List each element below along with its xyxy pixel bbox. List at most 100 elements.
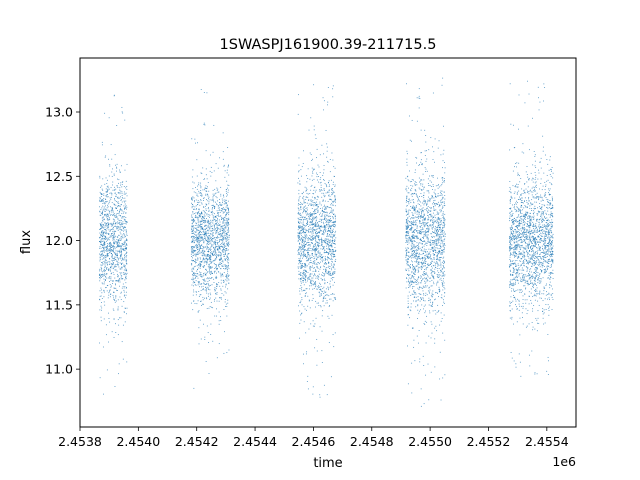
data-point [109, 230, 111, 232]
data-point [325, 218, 327, 220]
data-point [214, 241, 216, 243]
data-point [438, 250, 440, 252]
data-point [101, 255, 103, 257]
data-point [105, 259, 107, 261]
data-point [435, 313, 437, 315]
data-point [107, 214, 108, 216]
data-point [113, 336, 115, 338]
data-point [226, 255, 228, 257]
data-point [227, 302, 229, 304]
data-point [425, 252, 427, 253]
data-point [202, 258, 204, 259]
data-point [297, 235, 299, 237]
data-point [106, 190, 108, 192]
data-point [327, 229, 329, 231]
data-point [203, 122, 205, 124]
data-point [327, 238, 329, 240]
data-point [427, 218, 429, 220]
data-point [123, 205, 125, 207]
data-point [303, 217, 305, 219]
data-point [123, 287, 125, 289]
data-point [207, 247, 209, 248]
data-point [323, 190, 325, 191]
data-point [225, 219, 227, 221]
data-point [302, 271, 304, 273]
data-point [194, 138, 196, 140]
data-point [101, 240, 103, 242]
data-point [310, 275, 312, 277]
data-point [433, 245, 435, 247]
data-point [126, 195, 128, 197]
data-point [221, 293, 223, 294]
data-point [203, 92, 205, 93]
data-point [316, 245, 318, 247]
data-point [298, 171, 300, 173]
data-point [217, 249, 219, 251]
data-point [117, 228, 118, 230]
data-point [106, 244, 108, 246]
data-point [309, 268, 311, 270]
data-point [102, 346, 104, 348]
data-point [301, 299, 303, 301]
data-point [411, 221, 412, 223]
data-point [118, 244, 120, 246]
data-point [299, 225, 301, 227]
data-point [214, 249, 216, 251]
data-point [314, 347, 316, 349]
data-point [191, 229, 193, 230]
data-point [201, 244, 202, 246]
data-point [411, 281, 413, 283]
data-point [115, 253, 117, 255]
data-point [413, 240, 415, 242]
data-point [107, 196, 109, 198]
data-point [408, 115, 410, 117]
data-point [119, 238, 121, 239]
data-point [217, 284, 219, 286]
data-point [201, 220, 203, 222]
data-point [215, 242, 217, 243]
data-point [302, 242, 303, 243]
data-point [203, 222, 205, 224]
data-point [228, 228, 229, 230]
data-point [118, 203, 120, 204]
data-point [327, 259, 329, 261]
data-point [416, 226, 418, 228]
data-point [120, 236, 122, 237]
data-point [223, 256, 225, 257]
data-point [334, 239, 336, 241]
data-point [217, 236, 219, 238]
data-point [312, 320, 314, 322]
data-point [199, 230, 201, 232]
data-point [224, 254, 226, 255]
data-point [406, 264, 408, 266]
data-point [438, 230, 440, 232]
data-point [414, 224, 416, 226]
data-point [327, 253, 329, 255]
data-point [119, 267, 121, 269]
data-point [436, 203, 438, 205]
data-point [330, 218, 332, 220]
data-point [110, 214, 112, 215]
data-point [321, 244, 323, 246]
data-point [122, 223, 124, 225]
data-point [303, 272, 305, 273]
data-point [327, 230, 329, 232]
data-point [327, 282, 328, 283]
data-point [99, 280, 101, 282]
data-point [412, 237, 413, 239]
data-point [300, 204, 302, 206]
data-point [430, 181, 432, 183]
data-point [99, 278, 101, 280]
data-point [298, 189, 300, 191]
data-point [226, 243, 228, 245]
data-point [228, 235, 230, 236]
data-point [227, 276, 229, 278]
data-point [425, 254, 427, 256]
data-point [303, 225, 305, 227]
data-point [205, 185, 207, 187]
data-point [442, 167, 443, 169]
data-point [113, 235, 115, 237]
data-point [439, 259, 441, 261]
data-point [207, 229, 209, 231]
data-point [114, 237, 116, 239]
